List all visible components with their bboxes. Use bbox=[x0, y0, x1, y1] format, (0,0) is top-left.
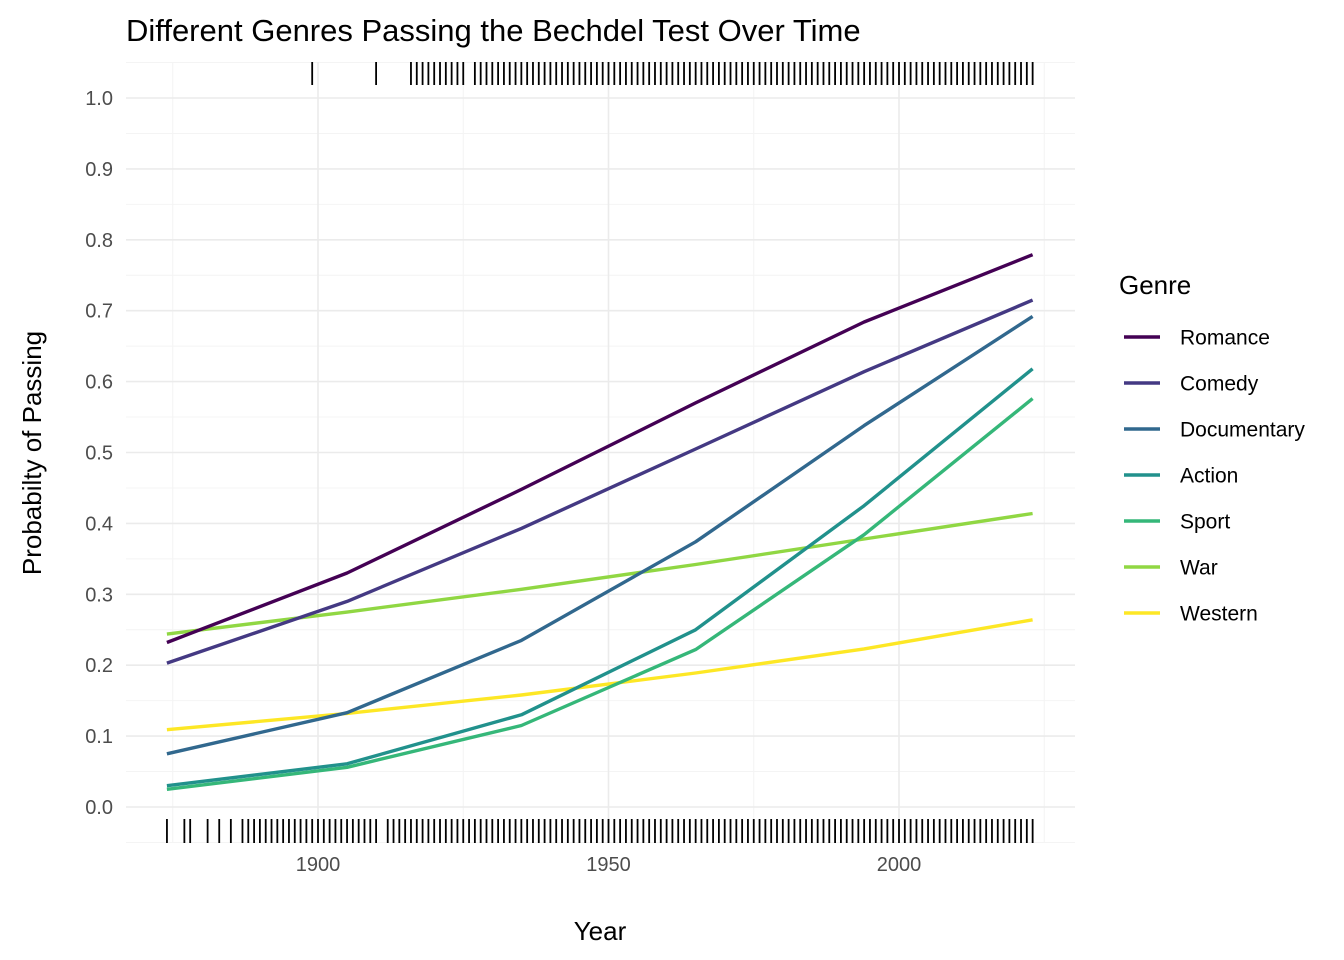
series-line-war bbox=[166, 511, 1033, 636]
series-lines bbox=[166, 253, 1034, 791]
series-line-romance bbox=[166, 253, 1034, 645]
series-line-sport bbox=[166, 397, 1034, 791]
series-line-action bbox=[166, 367, 1034, 788]
series-line-western bbox=[166, 618, 1033, 732]
y-tick-label: 0.3 bbox=[85, 584, 113, 606]
legend-label: Documentary bbox=[1180, 419, 1305, 442]
legend-label: Western bbox=[1180, 603, 1258, 626]
legend-items: Romance Comedy Documentary Action Sport War We… bbox=[1124, 327, 1305, 626]
legend-item-sport: Sport bbox=[1124, 511, 1230, 534]
x-tick-label: 1900 bbox=[296, 854, 341, 876]
y-axis-ticks: 0.0 0.1 0.2 0.3 0.4 0.5 0.6 0.7 0.8 0.9 1.0 bbox=[85, 88, 113, 819]
legend-title: Genre bbox=[1119, 270, 1191, 300]
y-tick-label: 0.1 bbox=[85, 726, 113, 748]
y-tick-label: 0.8 bbox=[85, 230, 113, 252]
y-tick-label: 0.4 bbox=[85, 513, 113, 535]
x-tick-label: 2000 bbox=[877, 854, 922, 876]
series-line-comedy bbox=[166, 298, 1034, 665]
x-axis-ticks: 1900 1950 2000 bbox=[296, 854, 922, 876]
y-tick-label: 0.0 bbox=[85, 797, 113, 819]
y-tick-label: 0.5 bbox=[85, 443, 113, 465]
legend-item-western: Western bbox=[1124, 603, 1258, 626]
legend-item-comedy: Comedy bbox=[1124, 373, 1259, 396]
legend-item-action: Action bbox=[1124, 465, 1238, 488]
legend: Genre Romance Comedy Documentary Action Spor… bbox=[1119, 270, 1305, 626]
legend-label: War bbox=[1180, 557, 1218, 580]
x-tick-label: 1950 bbox=[586, 854, 631, 876]
y-tick-label: 1.0 bbox=[85, 88, 113, 110]
legend-item-documentary: Documentary bbox=[1124, 419, 1305, 442]
grid bbox=[126, 62, 1075, 843]
legend-label: Romance bbox=[1180, 327, 1270, 350]
x-axis-title: Year bbox=[574, 916, 627, 946]
legend-item-romance: Romance bbox=[1124, 327, 1270, 350]
legend-label: Action bbox=[1180, 465, 1238, 488]
y-tick-label: 0.9 bbox=[85, 159, 113, 181]
chart-title: Different Genres Passing the Bechdel Tes… bbox=[126, 13, 861, 48]
series-line-documentary bbox=[166, 314, 1034, 756]
legend-label: Sport bbox=[1180, 511, 1230, 534]
legend-item-war: War bbox=[1124, 557, 1218, 580]
rug-marks bbox=[166, 62, 1034, 843]
y-tick-label: 0.2 bbox=[85, 655, 113, 677]
y-tick-label: 0.7 bbox=[85, 301, 113, 323]
legend-label: Comedy bbox=[1180, 373, 1259, 396]
y-tick-label: 0.6 bbox=[85, 372, 113, 394]
y-axis-title: Probabilty of Passing bbox=[17, 331, 47, 575]
